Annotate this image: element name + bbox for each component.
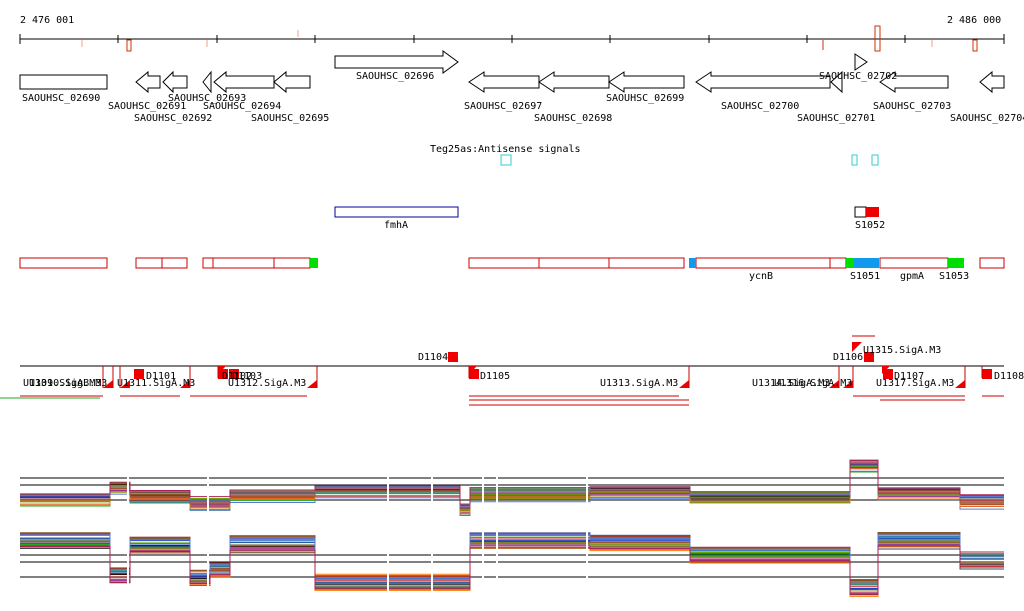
gene-SAOUHSC_02697[interactable] [468, 71, 540, 93]
antisense-track-label: Teg25as:Antisense signals [430, 144, 581, 155]
promoter-D1107[interactable] [883, 369, 893, 379]
expression-trace [20, 471, 1004, 515]
promoter-label: U1315.SigA.M3 [863, 345, 941, 356]
gene-label: SAOUHSC_02693 [168, 93, 246, 104]
expression-trace [20, 470, 1004, 516]
feature-label: S1052 [855, 220, 885, 231]
promoter-D1108[interactable] [982, 369, 992, 379]
promoter-label: U1314.SigA.M3 [752, 378, 830, 389]
promoter-label: U1310.SigB.M3 [29, 378, 107, 389]
gene-SAOUHSC_02692[interactable] [162, 70, 188, 94]
antisense-signals [500, 154, 879, 166]
feature-fmhA[interactable] [334, 206, 459, 218]
coord-end: 2 486 000 [947, 15, 1001, 26]
panel-separators [127, 445, 588, 595]
gene-label: SAOUHSC_02694 [203, 101, 281, 112]
expression-trace [20, 459, 1004, 507]
promoter-label: U1316.SigA.M3 [774, 378, 852, 389]
feature-label: fmhA [384, 220, 408, 231]
promoter-labels: D1101 D1102 D1103 D1104 D1105 D1106 D110… [23, 345, 1024, 389]
expression-trace [20, 532, 1004, 581]
gene-label: SAOUHSC_02697 [464, 101, 542, 112]
gene-SAOUHSC_02696[interactable] [334, 50, 459, 74]
gene-label: SAOUHSC_02690 [22, 93, 100, 104]
feature-S1053[interactable] [948, 258, 964, 268]
gene-track [19, 50, 1005, 94]
gene-SAOUHSC_02704[interactable] [979, 70, 1005, 94]
promoter-label: D1107 [894, 371, 924, 382]
expression-trace [20, 462, 1004, 508]
expression-panel-bottom [20, 532, 1004, 597]
feature-label: S1053 [939, 271, 969, 282]
expression-trace [20, 538, 1004, 589]
gene-SAOUHSC_02690[interactable] [19, 74, 108, 90]
promoter-D1101[interactable] [134, 369, 144, 379]
gene-label: SAOUHSC_02702 [819, 71, 897, 82]
coord-start: 2 476 001 [20, 15, 74, 26]
feature-S1051[interactable] [846, 258, 854, 268]
promoter-label: D1106 [833, 352, 863, 363]
gene-label: SAOUHSC_02699 [606, 93, 684, 104]
gene-SAOUHSC_02701[interactable] [830, 70, 843, 94]
gene-SAOUHSC_02702[interactable] [854, 53, 868, 71]
region-green-block[interactable] [310, 258, 318, 268]
gene-SAOUHSC_02693[interactable] [202, 70, 212, 94]
ruler [19, 25, 1005, 52]
feature-label: gpmA [900, 271, 924, 282]
gene-label: SAOUHSC_02691 [108, 101, 186, 112]
gene-SAOUHSC_02695[interactable] [273, 70, 311, 94]
region-blue-block[interactable] [689, 258, 696, 268]
expression-trace [20, 464, 1004, 510]
gene-labels: SAOUHSC_02690 SAOUHSC_02691 SAOUHSC_0269… [22, 71, 1024, 124]
promoter-D1106[interactable] [864, 352, 874, 362]
expression-trace [20, 541, 1004, 591]
promoter-label: D1105 [480, 371, 510, 382]
promoter-track [0, 335, 1004, 406]
promoter-label: U1317.SigA.M3 [876, 378, 954, 389]
gene-label: SAOUHSC_02695 [251, 113, 329, 124]
expression-trace [20, 468, 1004, 514]
promoter-D1105[interactable] [469, 369, 479, 379]
expression-trace [20, 545, 1004, 595]
gene-SAOUHSC_02694[interactable] [213, 70, 275, 94]
promoter-D1104[interactable] [448, 352, 458, 362]
expression-trace [20, 545, 1004, 597]
promoter-label: D1103 [232, 371, 262, 382]
promoter-label: D1108 [994, 371, 1024, 382]
gene-label: SAOUHSC_02704 [950, 113, 1024, 124]
gene-SAOUHSC_02698[interactable] [538, 71, 610, 93]
feature-label: ycnB [749, 271, 773, 282]
expression-trace [20, 538, 1004, 586]
gene-SAOUHSC_02691[interactable] [135, 70, 161, 94]
gene-label: SAOUHSC_02696 [356, 71, 434, 82]
gene-label: SAOUHSC_02698 [534, 113, 612, 124]
feature-label: S1051 [850, 271, 880, 282]
promoter-D1102[interactable] [218, 369, 228, 379]
promoter-D1103[interactable] [229, 369, 239, 379]
expression-trace [20, 534, 1004, 585]
promoter-label: U1313.SigA.M3 [600, 378, 678, 389]
expression-trace [20, 460, 1004, 505]
promoter-label: D1102 [222, 371, 252, 382]
gene-label: SAOUHSC_02692 [134, 113, 212, 124]
promoter-label: U1311.SigA.M3 [117, 378, 195, 389]
expression-trace [20, 463, 1004, 509]
promoter-label: U1312.SigA.M3 [228, 378, 306, 389]
gene-SAOUHSC_02700[interactable] [695, 71, 831, 93]
promoter-label: D1104 [418, 352, 448, 363]
gene-SAOUHSC_02699[interactable] [608, 71, 685, 93]
gene-label: SAOUHSC_02703 [873, 101, 951, 112]
gene-label: SAOUHSC_02700 [721, 101, 799, 112]
expression-panel-top [20, 459, 1004, 516]
gene-SAOUHSC_02703[interactable] [879, 71, 949, 93]
feature-S1052[interactable] [866, 207, 879, 217]
promoter-label: U1309.SigA.M3 [23, 378, 101, 389]
gene-label: SAOUHSC_02701 [797, 113, 875, 124]
promoter-label: D1101 [146, 371, 176, 382]
